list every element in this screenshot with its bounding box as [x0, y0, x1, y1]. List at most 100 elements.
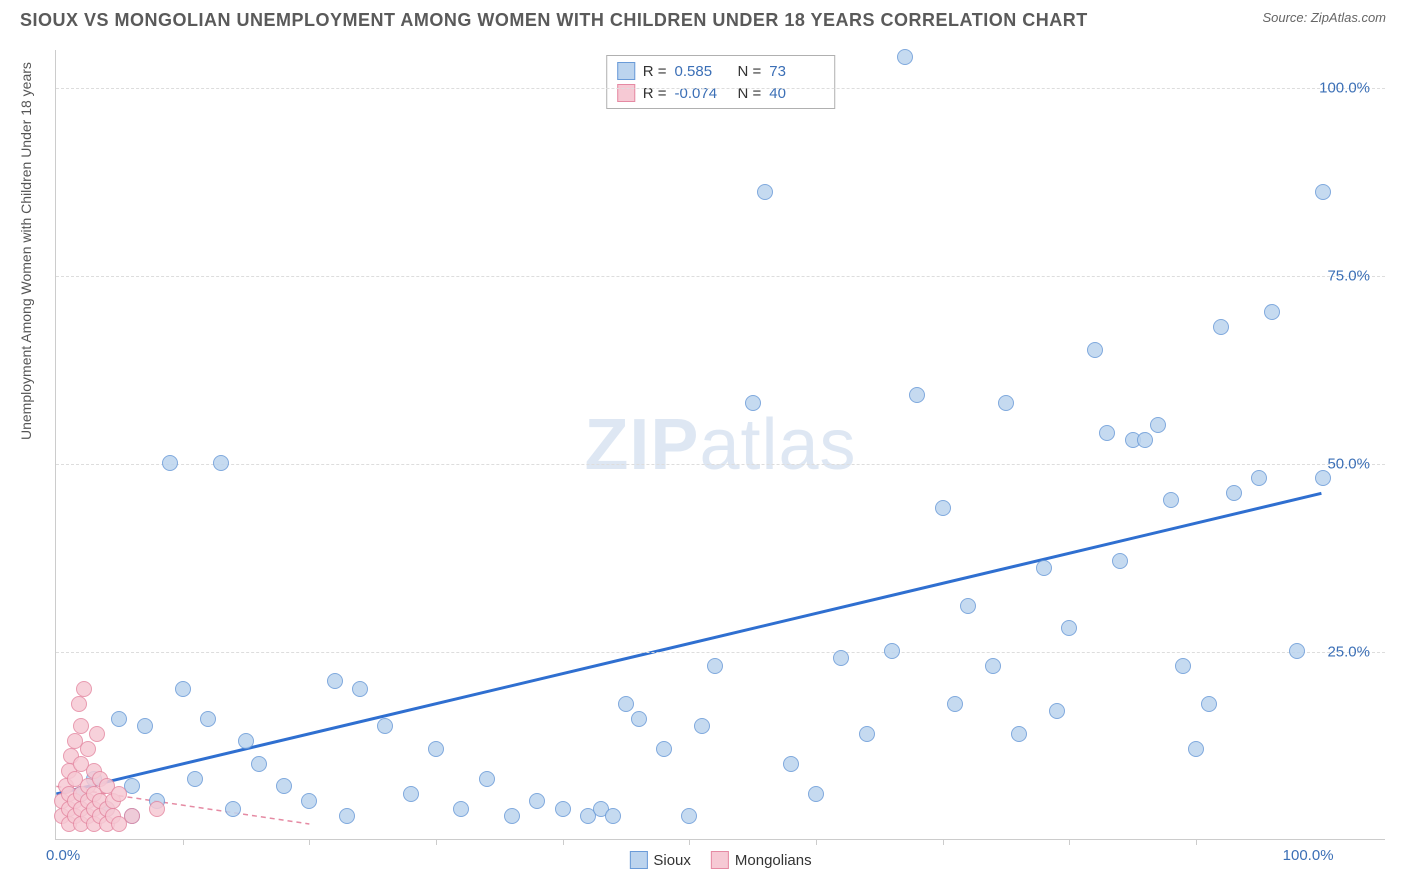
- r-value: 0.585: [675, 63, 730, 80]
- x-minor-tick: [563, 839, 564, 845]
- data-point: [1188, 741, 1204, 757]
- x-minor-tick: [1196, 839, 1197, 845]
- data-point: [985, 658, 1001, 674]
- x-minor-tick: [183, 839, 184, 845]
- data-point: [909, 387, 925, 403]
- data-point: [1226, 485, 1242, 501]
- data-point: [89, 726, 105, 742]
- data-point: [998, 395, 1014, 411]
- data-point: [1112, 553, 1128, 569]
- legend-label: Mongolians: [735, 852, 812, 869]
- data-point: [76, 681, 92, 697]
- x-tick-label: 0.0%: [46, 847, 80, 864]
- data-point: [681, 808, 697, 824]
- data-point: [808, 786, 824, 802]
- data-point: [745, 395, 761, 411]
- data-point: [225, 801, 241, 817]
- y-tick-label: 50.0%: [1327, 455, 1370, 472]
- data-point: [707, 658, 723, 674]
- data-point: [213, 455, 229, 471]
- data-point: [605, 808, 621, 824]
- data-point: [111, 786, 127, 802]
- data-point: [631, 711, 647, 727]
- data-point: [80, 741, 96, 757]
- data-point: [694, 718, 710, 734]
- data-point: [251, 756, 267, 772]
- data-point: [162, 455, 178, 471]
- watermark: ZIPatlas: [584, 404, 856, 486]
- data-point: [1289, 643, 1305, 659]
- data-point: [175, 681, 191, 697]
- data-point: [833, 650, 849, 666]
- chart-title: SIOUX VS MONGOLIAN UNEMPLOYMENT AMONG WO…: [20, 10, 1088, 31]
- data-point: [1087, 342, 1103, 358]
- legend-item: Mongolians: [711, 851, 812, 869]
- data-point: [1264, 304, 1280, 320]
- x-tick-label: 100.0%: [1283, 847, 1334, 864]
- data-point: [1011, 726, 1027, 742]
- data-point: [276, 778, 292, 794]
- data-point: [1315, 470, 1331, 486]
- data-point: [656, 741, 672, 757]
- data-point: [453, 801, 469, 817]
- data-point: [960, 598, 976, 614]
- data-point: [884, 643, 900, 659]
- stats-row: R = 0.585 N = 73: [617, 60, 825, 82]
- data-point: [1049, 703, 1065, 719]
- x-minor-tick: [1069, 839, 1070, 845]
- data-point: [327, 673, 343, 689]
- data-point: [1213, 319, 1229, 335]
- data-point: [187, 771, 203, 787]
- data-point: [757, 184, 773, 200]
- y-tick-label: 75.0%: [1327, 267, 1370, 284]
- data-point: [555, 801, 571, 817]
- y-tick-label: 100.0%: [1319, 79, 1370, 96]
- data-point: [1315, 184, 1331, 200]
- correlation-stats-box: R =0.585N =73R =-0.074N =40: [606, 55, 836, 109]
- data-point: [947, 696, 963, 712]
- data-point: [479, 771, 495, 787]
- data-point: [428, 741, 444, 757]
- data-point: [377, 718, 393, 734]
- legend-swatch: [629, 851, 647, 869]
- gridline: [56, 464, 1385, 465]
- chart-plot-area: ZIPatlas R =0.585N =73R =-0.074N =40 Sio…: [55, 50, 1385, 840]
- data-point: [1036, 560, 1052, 576]
- y-axis-label: Unemployment Among Women with Children U…: [18, 62, 34, 440]
- data-point: [1099, 425, 1115, 441]
- data-point: [71, 696, 87, 712]
- n-label: N =: [738, 63, 762, 80]
- trend-lines-layer: [56, 50, 1385, 839]
- data-point: [149, 801, 165, 817]
- legend-swatch: [711, 851, 729, 869]
- x-minor-tick: [309, 839, 310, 845]
- data-point: [935, 500, 951, 516]
- series-legend: Sioux Mongolians: [629, 851, 811, 869]
- data-point: [1137, 432, 1153, 448]
- x-minor-tick: [436, 839, 437, 845]
- data-point: [111, 711, 127, 727]
- data-point: [1201, 696, 1217, 712]
- data-point: [301, 793, 317, 809]
- legend-label: Sioux: [653, 852, 691, 869]
- data-point: [1175, 658, 1191, 674]
- data-point: [1251, 470, 1267, 486]
- x-minor-tick: [943, 839, 944, 845]
- data-point: [1163, 492, 1179, 508]
- r-label: R =: [643, 63, 667, 80]
- data-point: [403, 786, 419, 802]
- data-point: [124, 808, 140, 824]
- n-value: 73: [769, 63, 824, 80]
- gridline: [56, 276, 1385, 277]
- data-point: [897, 49, 913, 65]
- x-minor-tick: [689, 839, 690, 845]
- data-point: [783, 756, 799, 772]
- data-point: [504, 808, 520, 824]
- data-point: [859, 726, 875, 742]
- data-point: [339, 808, 355, 824]
- data-point: [1150, 417, 1166, 433]
- data-point: [529, 793, 545, 809]
- gridline: [56, 652, 1385, 653]
- x-minor-tick: [816, 839, 817, 845]
- data-point: [238, 733, 254, 749]
